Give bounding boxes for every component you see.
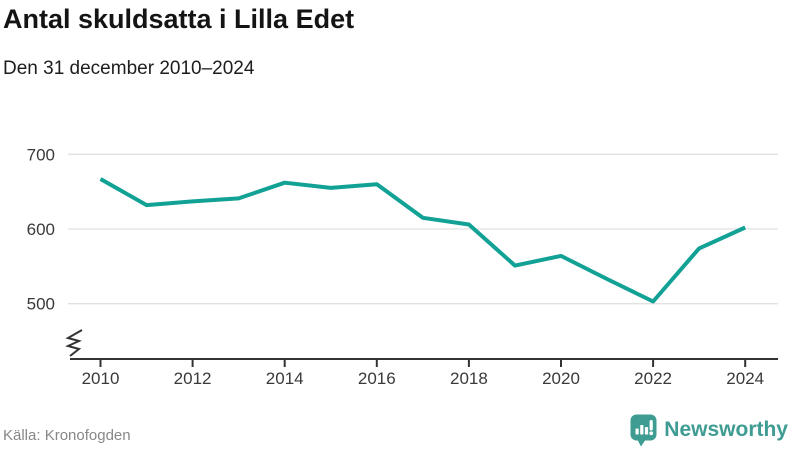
source-attribution: Källa: Kronofogden [3,427,131,444]
axis-break-icon [65,329,83,357]
y-tick-label: 600 [27,220,55,239]
x-tick-label: 2014 [266,369,304,388]
x-tick-label: 2016 [358,369,396,388]
line-chart: 700 600 500 2010 2012 2014 2016 2018 2020 2022 202… [27,145,778,388]
x-tick-label: 2012 [174,369,212,388]
x-tick-label: 2024 [726,369,764,388]
page-title: Antal skuldsatta i Lilla Edet [3,4,355,34]
data-line-antal-skuldsatta [99,177,747,304]
newsworthy-logo[interactable]: Newsworthy [630,413,788,447]
chart-subtitle: Den 31 december 2010–2024 [3,58,255,79]
x-tick-label: 2018 [450,369,488,388]
y-tick-label: 700 [27,145,55,164]
newsworthy-wordmark: Newsworthy [664,417,788,441]
y-tick-label: 500 [27,295,55,314]
x-tick-label: 2010 [82,369,120,388]
x-tick-label: 2022 [634,369,672,388]
newsworthy-bubble-icon [630,414,657,446]
x-tick-label: 2020 [542,369,580,388]
